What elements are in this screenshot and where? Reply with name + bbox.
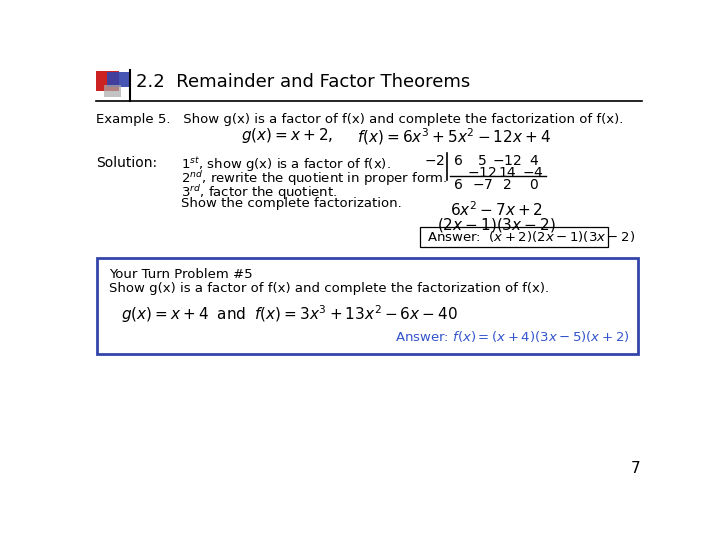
Text: $-12$: $-12$	[467, 166, 497, 180]
Text: 2: 2	[503, 178, 511, 192]
Text: 0: 0	[529, 178, 538, 192]
Text: Solution:: Solution:	[96, 156, 158, 170]
FancyBboxPatch shape	[420, 226, 608, 247]
Text: $-2$: $-2$	[424, 154, 445, 168]
Text: $g(x)= x + 2,$: $g(x)= x + 2,$	[241, 126, 333, 145]
Text: $-7$: $-7$	[472, 178, 492, 192]
Text: 6: 6	[454, 154, 464, 168]
Text: Answer:  $(x+2)(2x-1)(3x-2)$: Answer: $(x+2)(2x-1)(3x-2)$	[427, 229, 635, 244]
Text: 5: 5	[478, 154, 487, 168]
FancyBboxPatch shape	[104, 85, 121, 97]
Text: Show the complete factorization.: Show the complete factorization.	[181, 197, 402, 210]
Text: 7: 7	[631, 461, 640, 476]
FancyBboxPatch shape	[97, 258, 638, 354]
Text: 6: 6	[454, 178, 464, 192]
FancyBboxPatch shape	[107, 72, 129, 87]
Text: Show g(x) is a factor of f(x) and complete the factorization of f(x).: Show g(x) is a factor of f(x) and comple…	[109, 282, 549, 295]
Text: $-4$: $-4$	[523, 166, 544, 180]
Text: Your Turn Problem #5: Your Turn Problem #5	[109, 268, 252, 281]
Text: $f(x) = 6x^3 + 5x^2 - 12x + 4$: $f(x) = 6x^3 + 5x^2 - 12x + 4$	[357, 126, 552, 147]
Text: $1^{st}$, show g(x) is a factor of f(x).: $1^{st}$, show g(x) is a factor of f(x).	[181, 156, 391, 174]
Text: $2^{nd}$, rewrite the quotient in proper form.: $2^{nd}$, rewrite the quotient in proper…	[181, 170, 448, 188]
Text: 4: 4	[529, 154, 538, 168]
Text: $3^{rd}$, factor the quotient.: $3^{rd}$, factor the quotient.	[181, 184, 338, 202]
Text: $-12$: $-12$	[492, 154, 522, 168]
Text: 2.2  Remainder and Factor Theorems: 2.2 Remainder and Factor Theorems	[137, 73, 471, 91]
Text: $g(x) = x + 4\;$ and $\;f(x) = 3x^3 + 13x^2 - 6x - 40$: $g(x) = x + 4\;$ and $\;f(x) = 3x^3 + 13…	[121, 303, 458, 325]
Text: Answer: $f(x) = (x+4)(3x-5)(x+2)$: Answer: $f(x) = (x+4)(3x-5)(x+2)$	[395, 328, 629, 343]
Text: 14: 14	[498, 166, 516, 180]
Text: $(2x-1)(3x-2)$: $(2x-1)(3x-2)$	[437, 215, 555, 234]
Text: Example 5.   Show g(x) is a factor of f(x) and complete the factorization of f(x: Example 5. Show g(x) is a factor of f(x)…	[96, 112, 624, 125]
FancyBboxPatch shape	[96, 71, 120, 91]
Text: $6x^2 - 7x + 2$: $6x^2 - 7x + 2$	[449, 200, 543, 219]
